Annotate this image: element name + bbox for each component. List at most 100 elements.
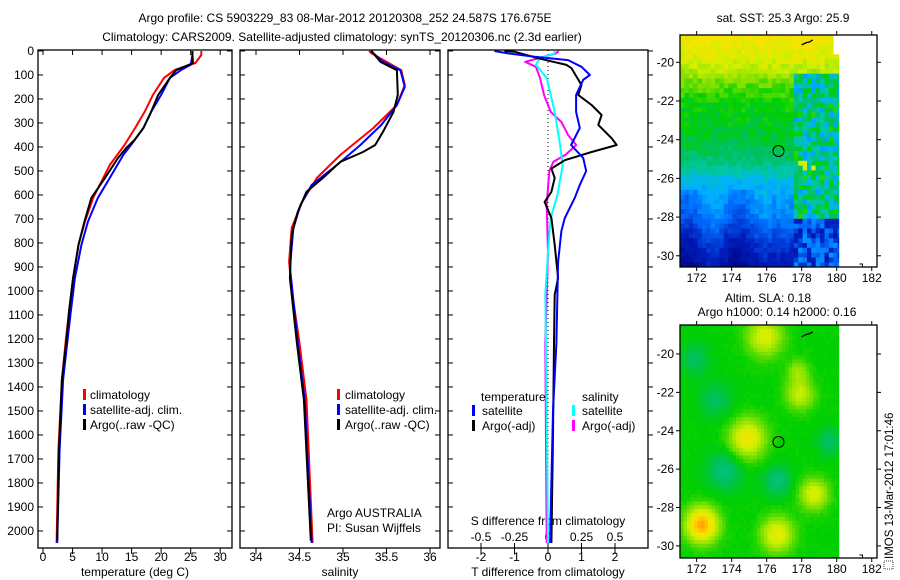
map-cell [757,332,761,337]
map-cell [802,243,808,249]
map-cell [732,470,737,476]
map-cell [711,401,716,406]
map-cell [771,397,775,403]
map-cell [753,478,758,483]
map-cell [827,367,831,372]
map-cell [788,528,793,533]
map-cell [694,424,698,429]
map-cell [708,374,712,380]
map-cell [697,146,703,152]
map-cell [708,390,712,395]
map-cell [736,64,742,70]
map-cell [753,378,758,383]
map-cell [750,233,755,239]
map-cell [824,252,830,258]
map-cell [746,344,751,349]
map-cell [722,532,726,537]
map-cell [830,509,835,514]
map-cell [771,536,775,541]
map-cell [701,199,707,205]
map-cell [728,209,733,215]
map-cell [683,467,688,472]
map-cell [753,359,758,364]
map-cell [760,325,765,330]
map-cell [710,93,716,99]
map-cell [792,328,796,333]
map-cell [706,189,712,195]
map-cell [789,204,795,210]
map-cell [719,151,725,157]
map-cell [758,223,764,229]
x-tick-label: 10 [95,550,109,564]
map-cell [778,351,782,357]
map-cell [785,97,790,104]
map-cell [764,378,768,383]
map-cell [693,214,698,220]
map-cell [834,348,838,353]
map-cell [758,107,764,113]
map-cell [788,424,793,429]
map-cell [739,478,744,483]
map-cell [743,424,747,429]
map-cell [729,505,733,510]
map-cell [802,351,807,357]
map-cell [785,136,790,142]
map-cell [758,262,764,268]
map-cell [723,112,729,118]
map-cell [739,413,744,418]
map-cell [823,474,828,479]
map-cell [798,151,803,157]
map-cell [750,486,754,491]
map-cell [697,440,702,445]
map-cell [834,444,838,449]
map-cell [811,78,817,84]
map-cell [746,447,751,452]
map-cell [736,35,742,41]
map-cell [736,194,742,200]
map-cell [739,486,744,491]
map-cell [798,59,803,65]
map-cell [780,141,786,147]
map-cell [684,39,690,45]
map-cell [680,543,684,548]
map-cell [687,536,691,541]
map-cell [789,180,795,186]
map-cell [771,209,777,215]
map-cell [736,117,742,123]
map-cell [799,374,803,380]
map-cell [760,386,765,391]
map-cell [725,513,730,518]
map-cell [795,505,800,510]
map-cell [828,247,834,253]
map-cell [802,170,808,176]
map-cell [718,543,723,548]
map-cell [697,252,703,258]
map-cell [697,409,702,414]
map-cell [799,325,803,330]
map-cell [687,409,691,414]
map-cell [837,238,840,244]
map-cell [823,486,828,491]
map-cell [722,332,726,337]
map-cell [833,223,838,229]
map-cell [780,252,786,258]
map-cell [741,223,747,229]
map-cell [785,409,789,414]
map-cell [706,170,712,176]
map-cell [715,555,719,559]
map-cell [785,218,790,224]
map-cell [722,413,726,418]
x-tick-label: 30 [214,550,228,564]
map-cell [757,421,761,426]
map-cell [754,185,760,191]
map-cell [754,170,760,176]
map-cell [741,252,747,258]
map-cell [722,543,726,548]
map-cell [732,141,738,147]
map-cell [718,405,723,410]
map-cell [820,93,825,99]
map-cell [750,102,755,108]
map-cell [778,482,782,487]
map-cell [806,463,810,468]
map-cell [798,73,803,79]
